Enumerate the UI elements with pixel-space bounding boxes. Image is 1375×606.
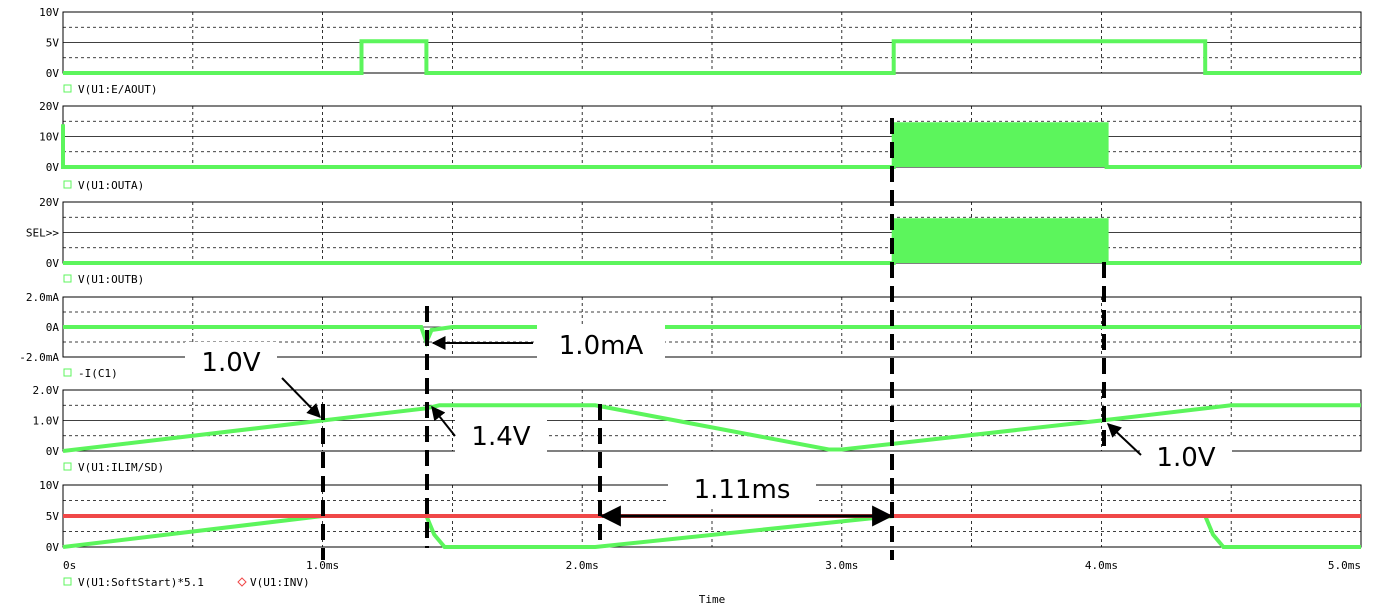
legend-marker-icon bbox=[63, 274, 72, 283]
annotation-1v-left: 1.0V bbox=[185, 342, 277, 382]
y-tick-label: SEL>> bbox=[26, 227, 59, 240]
legend-label: -I(C1) bbox=[78, 367, 118, 380]
x-tick-label: 2.0ms bbox=[566, 559, 599, 572]
legend-ic1: -I(C1) bbox=[63, 367, 118, 380]
annotation-1v-right: 1.0V bbox=[1140, 437, 1232, 477]
switching-band bbox=[893, 220, 1107, 263]
y-tick-label: 10V bbox=[39, 6, 59, 19]
y-tick-label: 0A bbox=[46, 321, 60, 334]
annotation-1p4v: 1.4V bbox=[455, 416, 547, 456]
trace-line bbox=[63, 218, 1361, 265]
legend-label: V(U1:INV) bbox=[250, 576, 310, 589]
trace-line bbox=[62, 403, 1361, 453]
legend-label: V(U1:OUTA) bbox=[78, 179, 144, 192]
legend-label: V(U1:E/AOUT) bbox=[78, 83, 157, 96]
annotation-text: 1.4V bbox=[471, 422, 530, 452]
legend-ilim-sd: V(U1:ILIM/SD) bbox=[63, 461, 164, 474]
y-tick-label: 10V bbox=[39, 479, 59, 492]
x-tick-label: 3.0ms bbox=[825, 559, 858, 572]
y-tick-label: 0V bbox=[46, 161, 60, 174]
trace-line bbox=[63, 39, 1361, 75]
annotation-text: 1.0mA bbox=[559, 331, 644, 361]
legend-label: V(U1:ILIM/SD) bbox=[78, 461, 164, 474]
arrow-1v-right bbox=[1106, 423, 1142, 456]
legend-e-aout: V(U1:E/AOUT) bbox=[63, 83, 157, 96]
y-tick-label: 20V bbox=[39, 196, 59, 209]
trace-layer bbox=[61, 39, 1361, 549]
y-tick-label: 0V bbox=[46, 67, 60, 80]
legend-outa: V(U1:OUTA) bbox=[63, 179, 144, 192]
legend-marker-icon bbox=[63, 180, 72, 189]
diamond-marker-icon bbox=[237, 577, 247, 587]
x-tick-label: 1.0ms bbox=[306, 559, 339, 572]
y-tick-label: 0V bbox=[46, 257, 60, 270]
legend-label: V(U1:SoftStart)*5.1 bbox=[78, 576, 204, 589]
y-tick-label: 0V bbox=[46, 445, 60, 458]
y-tick-label: 2.0V bbox=[33, 384, 60, 397]
x-tick-label: 0s bbox=[63, 559, 76, 572]
label-layer: 10V 5V 0V 20V 10V 0V 20V SEL>> 0V 2.0mA 0A -2.0mA 2.… bbox=[19, 6, 1361, 572]
y-tick-label: 5V bbox=[46, 37, 60, 50]
y-tick-label: 2.0mA bbox=[26, 291, 59, 304]
switching-band bbox=[893, 124, 1107, 167]
y-tick-label: 5V bbox=[46, 510, 60, 523]
annotation-text: 1.0V bbox=[201, 348, 260, 378]
y-tick-label: 20V bbox=[39, 100, 59, 113]
legend-marker-icon bbox=[63, 84, 72, 93]
legend-outb: V(U1:OUTB) bbox=[63, 273, 144, 286]
annotation-1p11ms: 1.11ms bbox=[668, 470, 816, 508]
x-tick-label: 4.0ms bbox=[1085, 559, 1118, 572]
annotation-1ma: 1.0mA bbox=[537, 325, 665, 365]
y-tick-label: 0V bbox=[46, 541, 60, 554]
y-tick-label: 1.0V bbox=[33, 415, 60, 428]
legend-marker-icon bbox=[63, 462, 72, 471]
legend-marker-icon bbox=[63, 577, 72, 586]
legend-marker-icon bbox=[63, 368, 72, 377]
annotation-text: 1.0V bbox=[1156, 443, 1215, 473]
y-tick-label: 10V bbox=[39, 131, 59, 144]
y-tick-label: -2.0mA bbox=[19, 351, 59, 364]
x-tick-label: 5.0ms bbox=[1328, 559, 1361, 572]
arrow-1v-left bbox=[281, 377, 321, 419]
legend-softstart-inv: V(U1:SoftStart)*5.1 V(U1:INV) bbox=[63, 576, 310, 589]
legend-label: V(U1:OUTB) bbox=[78, 273, 144, 286]
arrow-1p4v bbox=[431, 405, 456, 437]
x-axis-title: Time bbox=[699, 593, 726, 606]
annotation-text: 1.11ms bbox=[694, 475, 791, 505]
